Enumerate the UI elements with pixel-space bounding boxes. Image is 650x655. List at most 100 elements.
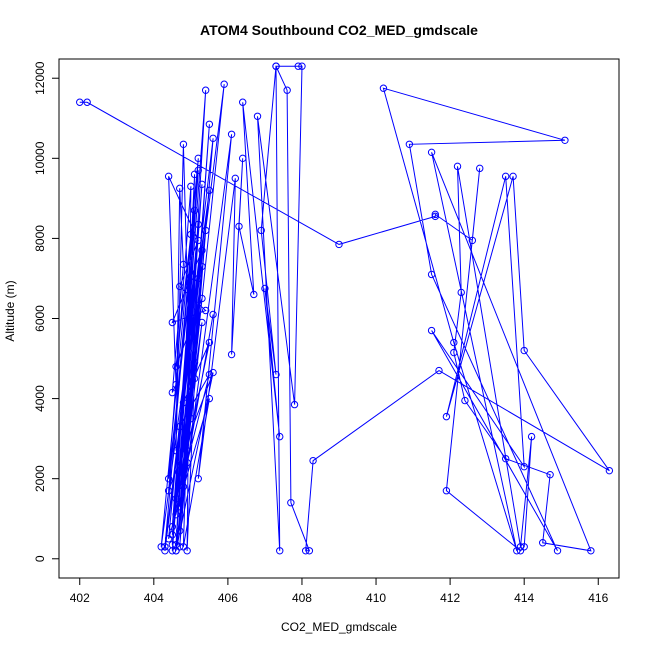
data-point (539, 539, 547, 547)
data-point (198, 180, 206, 189)
chart-title: ATOM4 Southbound CO2_MED_gmdscale (200, 22, 478, 38)
x-tick-label: 416 (588, 591, 608, 605)
data-point (209, 134, 217, 142)
y-axis-label: Altitude (m) (3, 280, 17, 341)
data-point (198, 294, 206, 303)
data-point (194, 154, 202, 163)
data-point (561, 136, 569, 144)
data-point (194, 166, 202, 175)
data-point (520, 543, 528, 551)
data-point (176, 503, 184, 511)
data-point (157, 543, 165, 551)
data-point (201, 86, 210, 94)
data-point (179, 260, 188, 269)
data-point (431, 212, 439, 221)
data-point (168, 318, 177, 327)
data-point (253, 112, 262, 120)
data-point (194, 220, 202, 229)
data-point (183, 446, 191, 455)
data-point (198, 246, 206, 255)
data-point (476, 164, 484, 173)
data-point (194, 474, 202, 483)
data-point (187, 414, 195, 423)
data-point (172, 446, 180, 455)
x-tick-label: 406 (218, 591, 238, 605)
data-point (235, 222, 243, 231)
y-tick-label: 2000 (33, 465, 47, 492)
data-point (190, 374, 199, 383)
data-point (187, 182, 195, 191)
data-point (183, 458, 191, 467)
data-point (553, 547, 562, 555)
data-point (205, 338, 214, 347)
data-point (187, 272, 195, 281)
data-point (176, 543, 184, 551)
x-tick-label: 410 (366, 591, 386, 605)
data-point (220, 80, 228, 88)
data-point (450, 348, 458, 357)
data-point (405, 140, 414, 148)
data-point (198, 318, 206, 327)
data-point (527, 432, 536, 441)
data-point (520, 462, 528, 471)
data-point (516, 543, 525, 551)
y-tick-label: 8000 (33, 225, 47, 252)
data-point (176, 422, 184, 431)
data-point (427, 326, 436, 335)
data-point (427, 270, 436, 279)
data-point (546, 470, 554, 479)
data-point (453, 162, 462, 171)
data-point (176, 466, 184, 475)
data-point (442, 412, 451, 421)
x-tick-label: 408 (292, 591, 312, 605)
data-point (587, 547, 595, 555)
data-point (516, 547, 525, 555)
data-point (605, 466, 614, 475)
x-tick-label: 414 (514, 591, 534, 605)
data-point (298, 62, 306, 70)
data-point (190, 206, 199, 215)
data-point (176, 282, 184, 291)
data-point (172, 362, 180, 371)
data-point (205, 394, 214, 403)
x-tick-label: 412 (440, 591, 460, 605)
data-point (379, 84, 388, 92)
data-point (164, 172, 173, 181)
data-point (179, 398, 188, 407)
data-point (287, 499, 295, 507)
data-point (309, 456, 317, 465)
data-point (172, 495, 180, 503)
data-point (261, 284, 269, 293)
x-axis-label: CO2_MED_gmdscale (281, 620, 397, 634)
data-point (427, 148, 436, 157)
plot-area: 402 404 406 408 410 412 414 416 0 2000 4000 6000 800… (33, 58, 620, 605)
y-tick-label: 10000 (33, 141, 47, 175)
data-point (179, 140, 188, 148)
data-point (335, 240, 343, 249)
data-point (294, 62, 302, 70)
data-point (187, 230, 195, 239)
data-point (172, 547, 180, 555)
data-point (164, 474, 173, 483)
data-point (509, 172, 517, 181)
data-point (468, 236, 477, 245)
data-point (209, 310, 217, 319)
data-point (501, 454, 510, 463)
data-point (179, 543, 188, 551)
y-tick-label: 12000 (33, 61, 47, 95)
data-point (231, 174, 239, 183)
data-point (239, 154, 247, 163)
data-point (513, 547, 521, 555)
series-line (79, 65, 610, 552)
data-point (205, 120, 214, 128)
data-point (257, 226, 265, 235)
data-point (431, 210, 439, 219)
data-point (239, 98, 247, 106)
x-tick-label: 404 (144, 591, 164, 605)
data-point (457, 288, 465, 297)
data-point (76, 98, 84, 106)
data-point (520, 346, 528, 355)
data-point (183, 547, 191, 555)
